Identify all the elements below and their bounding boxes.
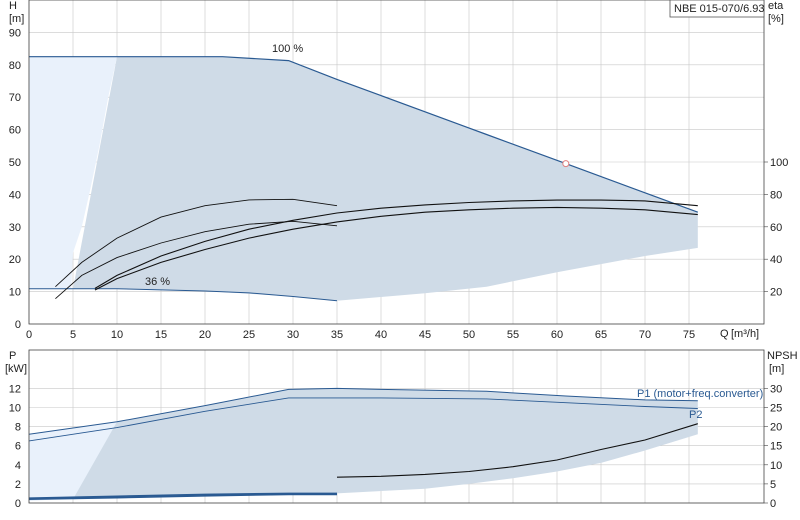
power-tick-label: 2: [15, 479, 21, 491]
legend-box: [669, 0, 765, 18]
head-tick-label: 0: [15, 319, 21, 331]
power-tick-label: 8: [15, 422, 21, 434]
npsh-tick-label: 15: [770, 441, 782, 453]
npsh-tick-label: 10: [770, 460, 782, 472]
flow-axis-ticks: 0 5 10 15 20 25 30 35 40 45 50 55 60 65 70 75: [26, 329, 695, 341]
npsh-tick-label: 30: [770, 383, 782, 395]
flow-tick-label: 20: [199, 329, 211, 341]
head-tick-label: 70: [9, 92, 21, 104]
npsh-axis-ticks: 0 5 10 15 20 25 30: [764, 383, 782, 510]
flow-axis-label: Q: [720, 328, 729, 340]
flow-tick-label: 40: [375, 329, 387, 341]
head-curve-max: [29, 56, 699, 213]
p2-series-label: P2: [689, 409, 702, 421]
head-curve-min: [29, 288, 338, 302]
head-chart: 0 5 10 15 20 25 30 35 40 45 50 55 60 65 70 75 0 10 20 30 40…: [9, 0, 788, 341]
light-region: [29, 56, 117, 289]
flow-tick-label: 65: [595, 329, 607, 341]
power-tick-label: 0: [15, 498, 21, 510]
npsh-tick-label: 20: [770, 422, 782, 434]
power-chart: 0 2 4 6 8 10 12 0 5 10 15 20 25 30 P [kW] NPSH [m] P…: [5, 349, 798, 510]
power-tick-label: 12: [9, 383, 21, 395]
curve-label-100pct: 100 %: [272, 43, 303, 55]
efficiency-axis-unit: [%]: [768, 13, 784, 25]
npsh-tick-label: 25: [770, 403, 782, 415]
operating-envelope: [73, 388, 698, 500]
power-curve-min: [28, 492, 337, 499]
flow-tick-label: 60: [551, 329, 563, 341]
flow-tick-label: 10: [111, 329, 123, 341]
efficiency-axis-label: eta: [768, 0, 784, 12]
flow-axis-unit: [m³/h]: [731, 328, 759, 340]
power-tick-label: 6: [15, 441, 21, 453]
head-tick-label: 40: [9, 189, 21, 201]
efficiency-curve: [94, 199, 698, 289]
power-chart-curves: [28, 387, 698, 500]
power-axis-unit: [kW]: [5, 363, 27, 375]
flow-tick-label: 75: [683, 329, 695, 341]
head-tick-label: 30: [9, 222, 21, 234]
power-axis-label: P: [9, 350, 16, 362]
power-chart-envelope: [29, 388, 698, 502]
head-tick-label: 80: [9, 60, 21, 72]
efficiency-curve: [94, 206, 698, 291]
flow-tick-label: 15: [155, 329, 167, 341]
npsh-axis-unit: [m]: [769, 363, 784, 375]
flow-tick-label: 30: [287, 329, 299, 341]
npsh-curve: [336, 423, 698, 478]
flow-tick-label: 45: [419, 329, 431, 341]
npsh-axis-label: NPSH: [767, 350, 798, 362]
head-tick-label: 50: [9, 157, 21, 169]
flow-tick-label: 0: [26, 329, 32, 341]
head-tick-label: 60: [9, 125, 21, 137]
power-tick-label: 4: [15, 460, 21, 472]
p2-curve: [28, 397, 698, 442]
head-axis-label: H: [9, 0, 17, 12]
head-chart-envelope: [29, 56, 698, 301]
pump-model-label: NBE 015-070/6.93: [674, 3, 765, 15]
flow-tick-label: 25: [243, 329, 255, 341]
flow-tick-label: 55: [507, 329, 519, 341]
head-axis-unit: [m]: [9, 13, 24, 25]
p1-series-label: P1 (motor+freq.converter): [637, 388, 763, 400]
head-tick-label: 20: [9, 254, 21, 266]
duty-point-marker: [562, 160, 570, 168]
power-tick-label: 10: [9, 403, 21, 415]
power-curve-min: [28, 493, 337, 500]
efficiency-tick-label: 100: [770, 157, 788, 169]
flow-tick-label: 70: [639, 329, 651, 341]
light-region: [29, 421, 117, 502]
efficiency-axis-ticks: 20 40 60 80 100: [764, 157, 788, 299]
efficiency-tick-label: 20: [770, 287, 782, 299]
head-axis-ticks: 0 10 20 30 40 50 60 70 80 90: [9, 27, 21, 331]
flow-tick-label: 35: [331, 329, 343, 341]
head-chart-curves: [29, 56, 699, 302]
efficiency-tick-label: 60: [770, 222, 782, 234]
operating-envelope: [73, 56, 698, 301]
head-curve-intermediate: [55, 198, 338, 288]
flow-tick-label: 50: [463, 329, 475, 341]
head-tick-label: 90: [9, 27, 21, 39]
p1-curve: [28, 387, 698, 435]
npsh-tick-label: 0: [770, 498, 776, 510]
efficiency-tick-label: 40: [770, 254, 782, 266]
curve-label-36pct: 36 %: [145, 276, 170, 288]
efficiency-tick-label: 80: [770, 189, 782, 201]
flow-tick-label: 5: [70, 329, 76, 341]
npsh-tick-label: 5: [770, 479, 776, 491]
power-axis-ticks: 0 2 4 6 8 10 12: [9, 383, 21, 510]
head-tick-label: 10: [9, 287, 21, 299]
